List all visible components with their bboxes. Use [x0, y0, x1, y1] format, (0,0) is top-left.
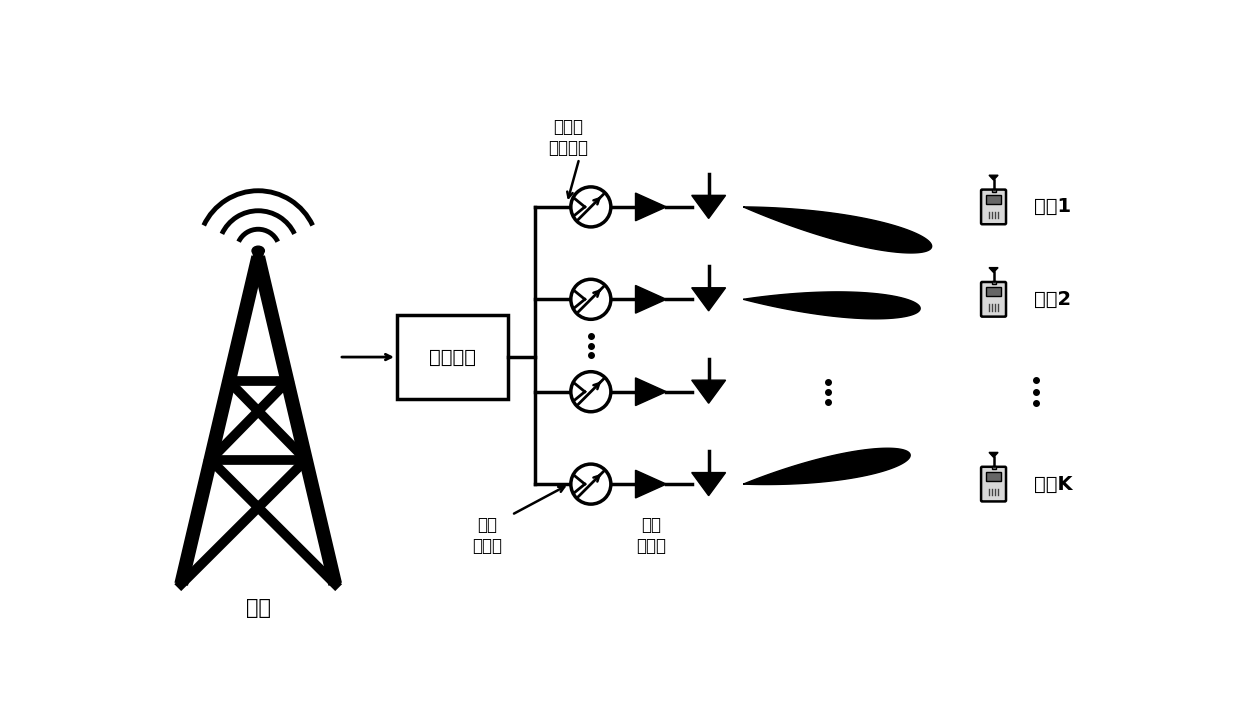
Polygon shape: [743, 292, 920, 319]
Polygon shape: [692, 288, 725, 311]
Polygon shape: [990, 268, 998, 272]
FancyBboxPatch shape: [981, 467, 1006, 501]
Polygon shape: [692, 472, 725, 496]
Polygon shape: [635, 378, 666, 406]
Circle shape: [570, 279, 611, 320]
FancyBboxPatch shape: [986, 472, 1001, 481]
Ellipse shape: [252, 246, 264, 256]
Polygon shape: [635, 470, 666, 498]
Polygon shape: [635, 285, 666, 313]
FancyBboxPatch shape: [992, 189, 996, 191]
Circle shape: [570, 372, 611, 412]
Polygon shape: [990, 453, 998, 458]
Text: 用户1: 用户1: [1034, 197, 1070, 216]
Text: 基站: 基站: [246, 598, 270, 618]
Polygon shape: [692, 195, 725, 218]
FancyBboxPatch shape: [992, 466, 996, 469]
Polygon shape: [743, 448, 910, 484]
FancyBboxPatch shape: [986, 287, 1001, 296]
FancyBboxPatch shape: [981, 189, 1006, 225]
Text: 天线权
系数向量: 天线权 系数向量: [548, 118, 588, 157]
FancyBboxPatch shape: [397, 315, 508, 399]
FancyBboxPatch shape: [992, 282, 996, 284]
FancyBboxPatch shape: [986, 194, 1001, 203]
Polygon shape: [692, 380, 725, 403]
Polygon shape: [635, 193, 666, 221]
Polygon shape: [743, 207, 931, 253]
Text: 相位
转换器: 相位 转换器: [472, 517, 502, 555]
Text: 用户K: 用户K: [1034, 474, 1073, 494]
Polygon shape: [990, 175, 998, 180]
FancyBboxPatch shape: [981, 282, 1006, 317]
Text: 用户2: 用户2: [1034, 290, 1070, 309]
Text: 射频链路: 射频链路: [429, 348, 476, 367]
Circle shape: [570, 464, 611, 504]
Circle shape: [570, 187, 611, 227]
Text: 功率
放大器: 功率 放大器: [636, 517, 666, 555]
